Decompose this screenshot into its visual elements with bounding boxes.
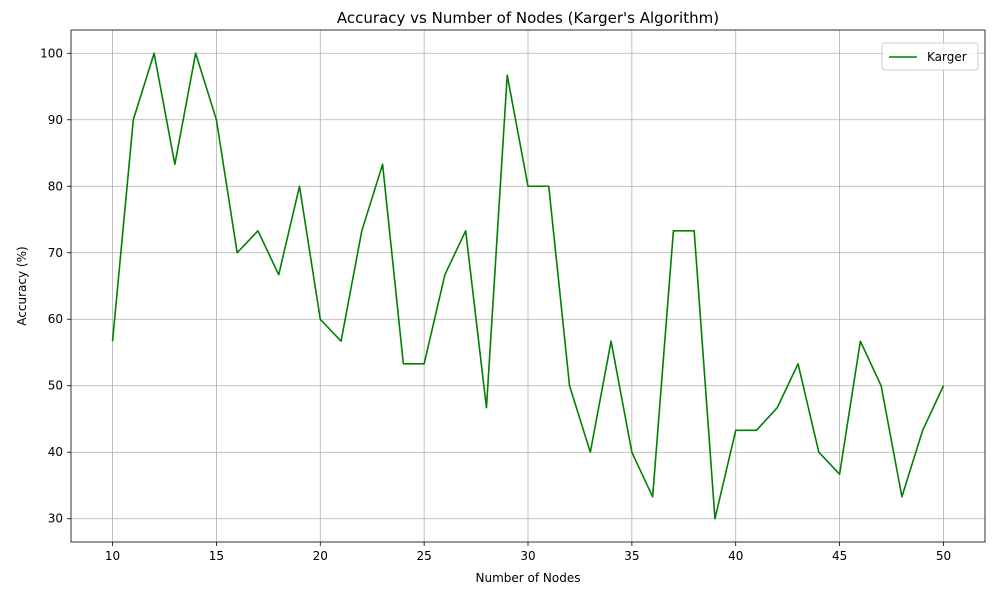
legend: Karger (881, 42, 979, 71)
y-tick-label: 80 (48, 179, 63, 193)
x-tick-label: 35 (624, 549, 639, 563)
series-line-karger (111, 52, 945, 520)
legend-box (881, 42, 979, 71)
x-tick-label: 20 (313, 549, 328, 563)
x-axis-title: Number of Nodes (476, 571, 581, 585)
x-tick-label: 50 (936, 549, 951, 563)
x-tick-label: 10 (105, 549, 120, 563)
y-tick-label: 70 (48, 246, 63, 260)
x-tick-label: 25 (416, 549, 431, 563)
chart-title: Accuracy vs Number of Nodes (Karger's Al… (337, 9, 719, 27)
x-tick-label: 30 (520, 549, 535, 563)
grid (71, 30, 985, 542)
y-tick-label: 30 (48, 512, 63, 526)
y-tick-label: 100 (40, 46, 63, 60)
y-tick-label: 50 (48, 379, 63, 393)
series-layer (111, 52, 945, 520)
x-tick-label: 40 (728, 549, 743, 563)
legend-label-karger: Karger (927, 50, 967, 64)
x-tick-label: 45 (832, 549, 847, 563)
y-tick-label: 40 (48, 445, 63, 459)
y-tick-label: 60 (48, 312, 63, 326)
x-tick-label: 15 (209, 549, 224, 563)
y-axis-title: Accuracy (%) (15, 246, 29, 325)
ticks: 10 15 20 25 30 35 40 45 50 30 40 50 60 70 80 90 100 (40, 46, 951, 563)
y-tick-label: 90 (48, 113, 63, 127)
